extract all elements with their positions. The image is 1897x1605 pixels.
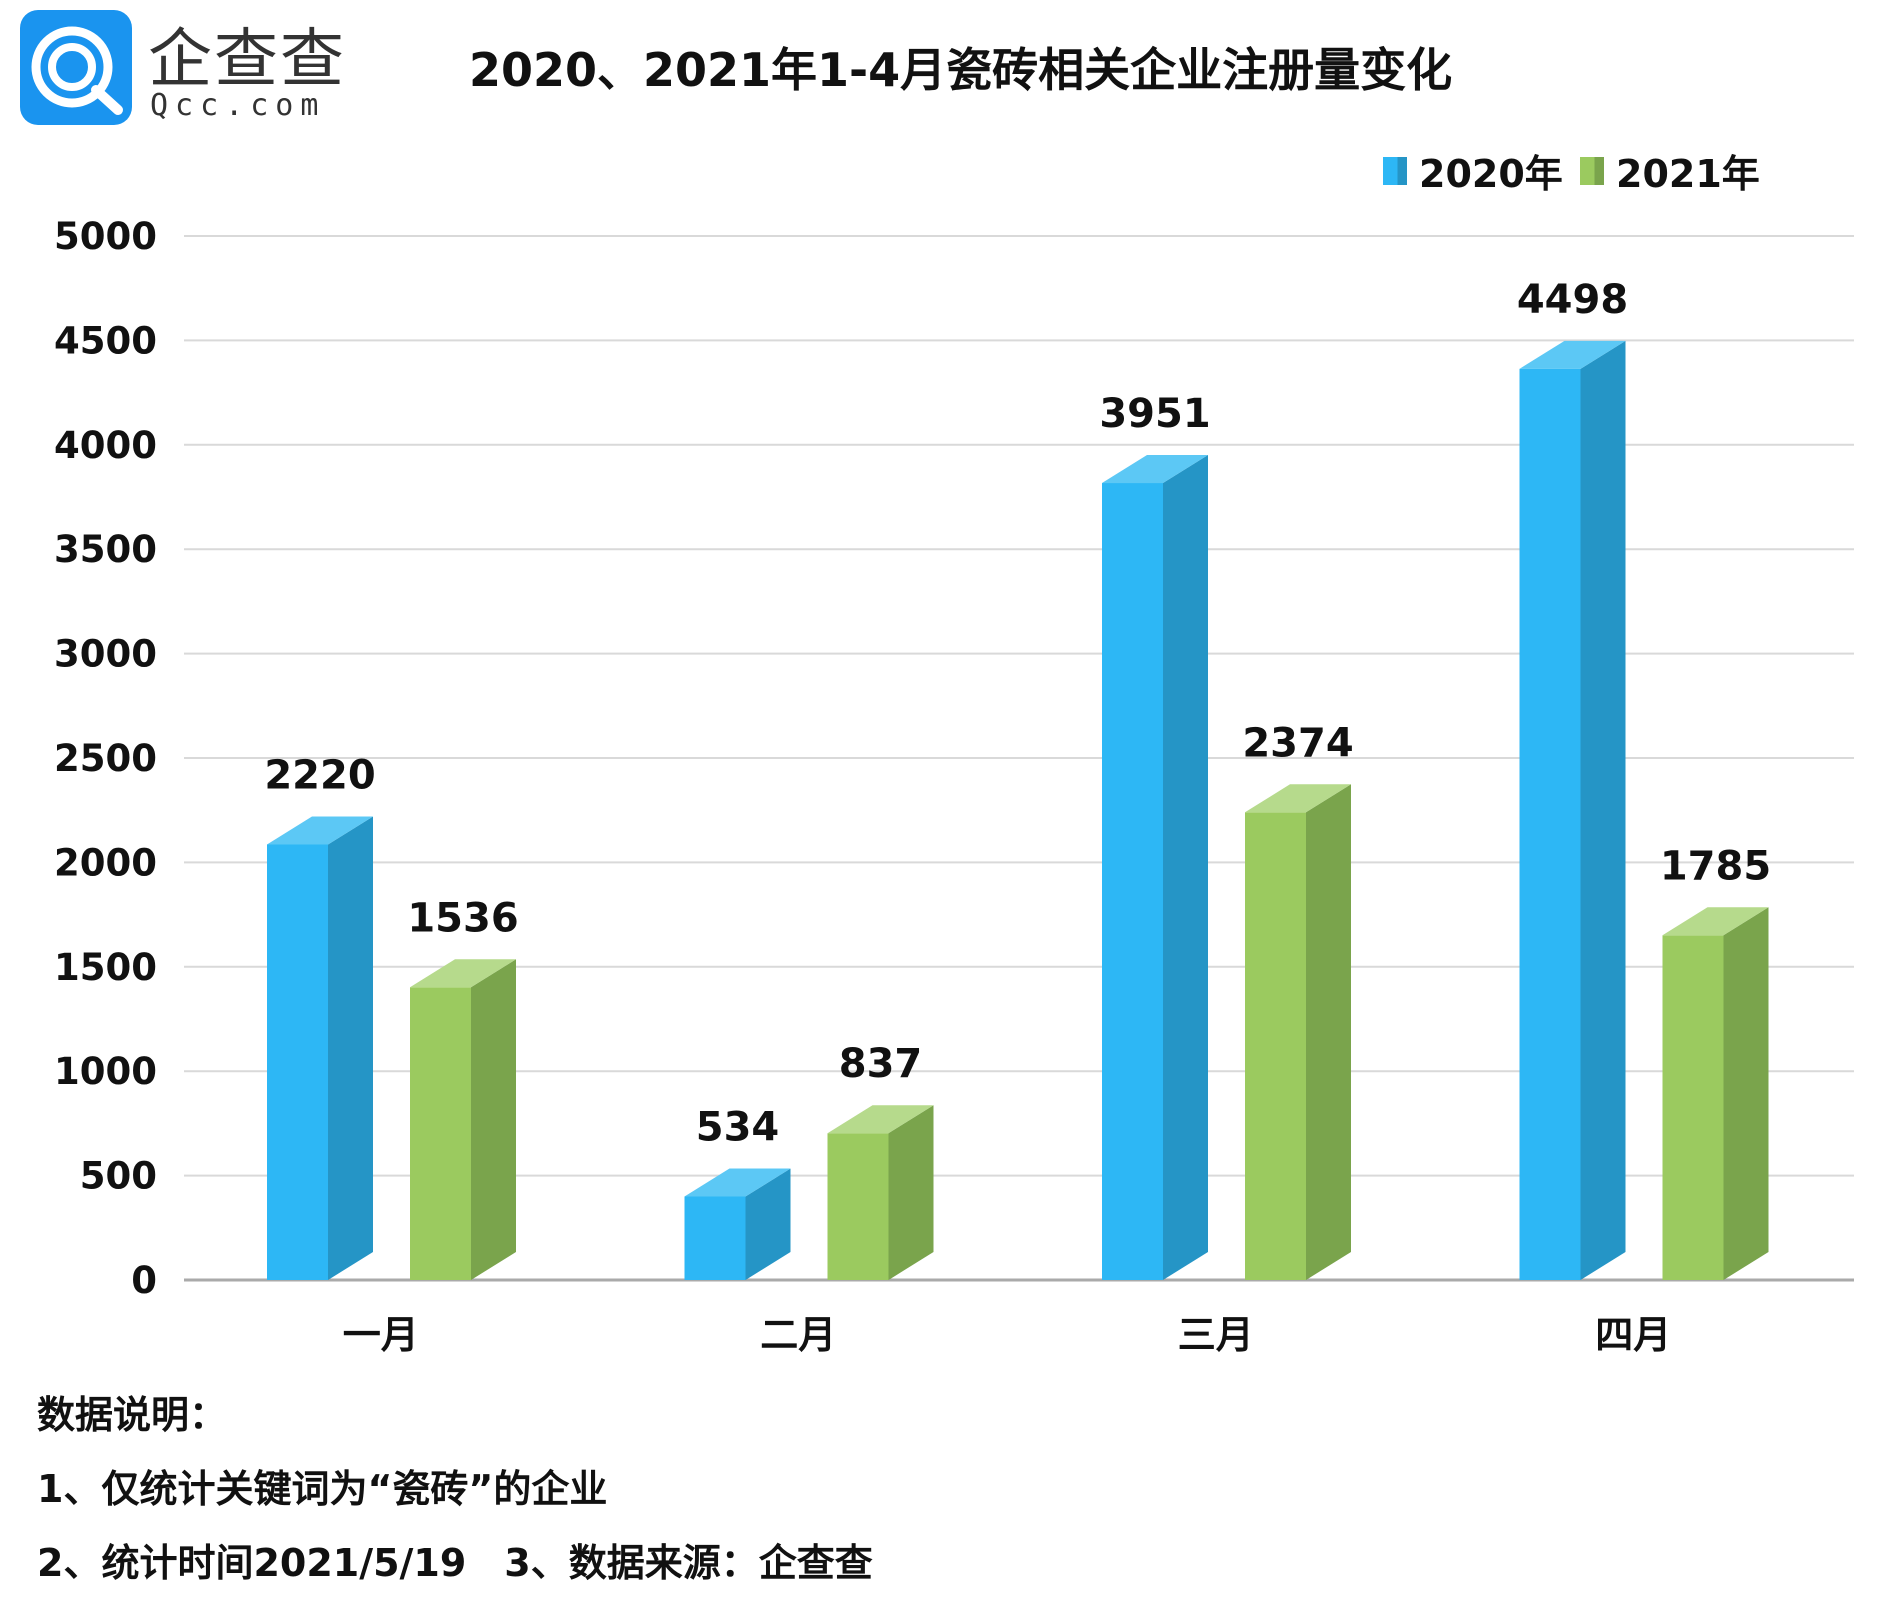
data-label: 2220 (264, 752, 375, 798)
x-tick-label: 三月 (1178, 1313, 1254, 1357)
y-tick-label: 2000 (54, 841, 157, 884)
y-tick-label: 1000 (54, 1050, 157, 1093)
bar-side (745, 1168, 791, 1280)
x-tick-label: 二月 (760, 1313, 836, 1357)
y-tick-label: 1500 (54, 946, 157, 989)
bar-top (827, 1105, 934, 1134)
bar-top (1245, 784, 1351, 813)
bar (1662, 935, 1724, 1280)
bar (1519, 368, 1581, 1280)
notes-line-2: 2、统计时间2021/5/19 3、数据来源：企查查 (37, 1541, 873, 1585)
logo-name: 企查查 (148, 23, 346, 97)
bar-side (1723, 907, 1769, 1280)
bar-side (1163, 455, 1208, 1280)
y-tick-label: 4500 (54, 319, 157, 362)
bar-top (684, 1168, 791, 1197)
bar (1102, 483, 1163, 1280)
notes-line-1: 1、仅统计关键词为“瓷砖”的企业 (37, 1467, 608, 1511)
bar-top (1662, 907, 1769, 936)
bar (267, 844, 328, 1280)
bar-side (1580, 340, 1626, 1280)
y-tick-label: 0 (131, 1259, 157, 1302)
bar (684, 1196, 746, 1280)
legend-swatch (1383, 156, 1407, 185)
bar (1245, 812, 1306, 1280)
y-tick-label: 500 (80, 1155, 157, 1198)
bar (410, 987, 471, 1280)
bar-side (471, 959, 516, 1280)
bar (827, 1133, 889, 1280)
logo-domain: Qcc.com (150, 88, 326, 123)
bar-top (267, 816, 373, 845)
legend-label: 2021年 (1616, 152, 1760, 196)
data-label: 1785 (1660, 843, 1771, 889)
data-label: 2374 (1242, 720, 1353, 766)
chart-title: 2020、2021年1-4月瓷砖相关企业注册量变化 (469, 43, 1453, 97)
x-tick-label: 四月 (1595, 1313, 1671, 1357)
y-tick-label: 5000 (54, 215, 157, 258)
y-tick-label: 4000 (54, 424, 157, 467)
y-tick-label: 3000 (54, 633, 157, 676)
data-label: 534 (696, 1105, 780, 1151)
data-label: 4498 (1517, 277, 1628, 323)
y-tick-label: 3500 (54, 528, 157, 571)
legend-item-2021: 2021年 (1580, 143, 1760, 198)
bar-side (888, 1105, 934, 1280)
legend-label: 2020年 (1419, 152, 1563, 196)
bar-top (1519, 340, 1626, 369)
data-label: 837 (839, 1041, 923, 1087)
bar-side (328, 816, 373, 1280)
logo-icon (20, 10, 132, 125)
notes-heading: 数据说明： (37, 1393, 228, 1437)
data-label: 1536 (407, 895, 518, 941)
bar-top (410, 959, 516, 988)
x-tick-label: 一月 (343, 1313, 419, 1357)
y-tick-label: 2500 (54, 737, 157, 780)
legend-swatch (1580, 156, 1604, 185)
data-label: 3951 (1099, 391, 1210, 437)
legend-item-2020: 2020年 (1383, 143, 1563, 198)
bar-top (1102, 455, 1208, 484)
bar-side (1306, 784, 1351, 1280)
